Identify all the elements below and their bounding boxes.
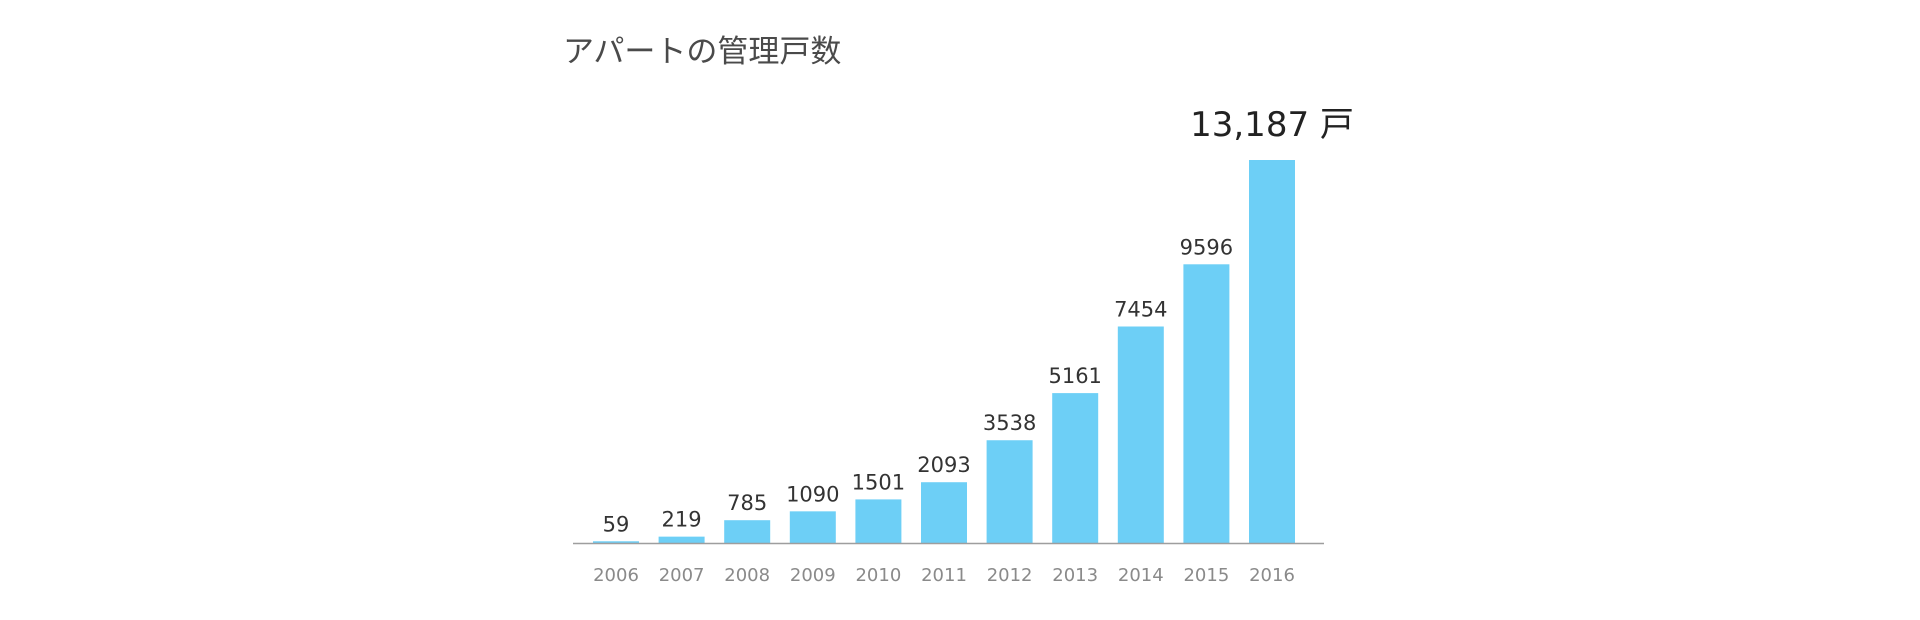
bar-2015	[1183, 264, 1230, 543]
x-tick-label-2012: 2012	[987, 565, 1033, 586]
x-tick-label-2015: 2015	[1183, 565, 1229, 586]
bar-2008	[724, 520, 771, 543]
value-label-2009: 1090	[786, 482, 839, 506]
bar-2009	[789, 511, 836, 543]
x-tick-label-2010: 2010	[855, 565, 901, 586]
x-tick-label-2008: 2008	[724, 565, 770, 586]
value-label-2006: 59	[603, 512, 630, 536]
bar-2006	[593, 541, 639, 543]
chart-title: アパートの管理戸数	[563, 34, 841, 70]
bar-2010	[855, 499, 902, 543]
x-tick-label-2011: 2011	[921, 565, 967, 586]
bar-2007	[658, 536, 705, 543]
x-tick-labels-group: 2006 2007 2008 2009 2010 2011 2012 2013 2014 2015…	[593, 565, 1295, 586]
value-label-2016: 13,187 戸	[1190, 105, 1354, 145]
bar-2011	[921, 482, 967, 543]
bar-2012	[986, 440, 1033, 543]
value-label-2011: 2093	[917, 453, 970, 477]
value-label-2014: 7454	[1114, 298, 1167, 322]
x-tick-label-2014: 2014	[1118, 565, 1164, 586]
x-tick-label-2007: 2007	[659, 565, 705, 586]
value-labels-group: 59 219 785 1090 1501 2093 3538 5161 7454 9596 13,1…	[603, 105, 1354, 536]
bars-group	[593, 160, 1295, 543]
x-tick-label-2006: 2006	[593, 565, 639, 586]
value-label-2010: 1501	[852, 470, 905, 494]
value-label-2013: 5161	[1048, 364, 1101, 388]
value-label-2015: 9596	[1180, 235, 1233, 259]
bar-2014	[1117, 326, 1164, 543]
value-label-2007: 219	[662, 508, 702, 532]
x-tick-label-2013: 2013	[1052, 565, 1098, 586]
bar-2013	[1052, 393, 1099, 543]
bar-2016	[1249, 160, 1295, 543]
x-tick-label-2016: 2016	[1249, 565, 1295, 586]
value-label-2012: 3538	[983, 411, 1036, 435]
x-tick-label-2009: 2009	[790, 565, 836, 586]
value-label-2008: 785	[727, 491, 767, 515]
